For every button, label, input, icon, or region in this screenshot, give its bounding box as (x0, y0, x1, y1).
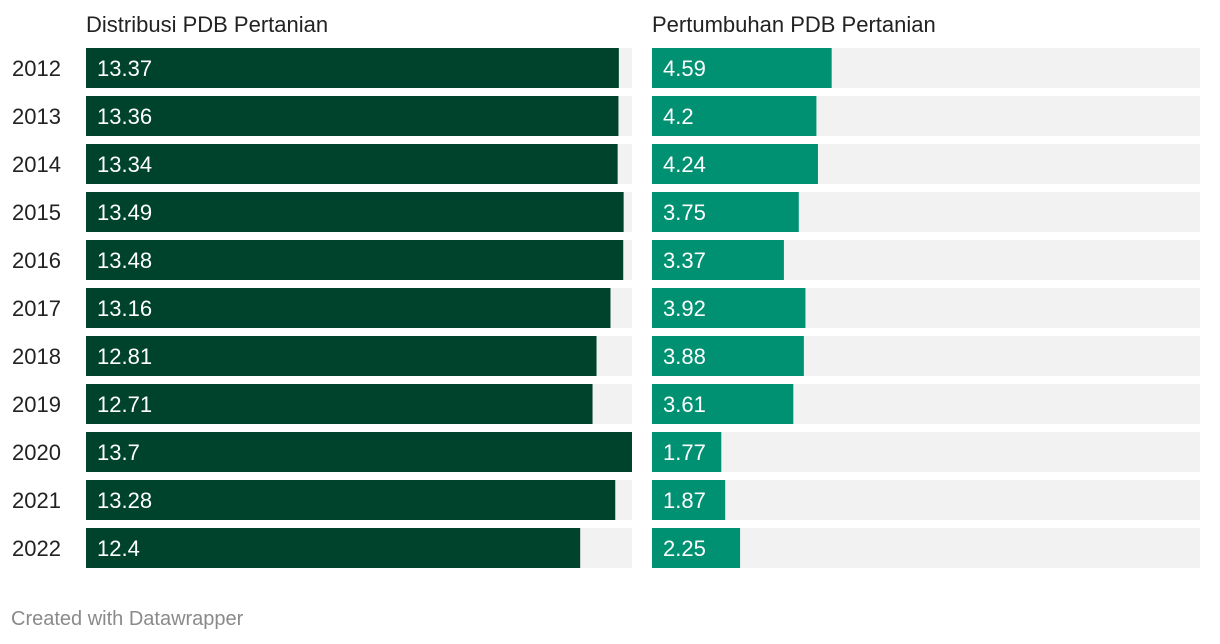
bar (652, 240, 784, 280)
bar (652, 192, 799, 232)
year-label: 2014 (12, 152, 61, 177)
bar (652, 144, 818, 184)
bar-track (652, 480, 1200, 520)
value-label: 3.92 (663, 296, 706, 321)
value-label: 4.2 (663, 104, 694, 129)
chart: Distribusi PDB Pertanian Pertumbuhan PDB … (12, 12, 1200, 568)
value-label: 3.75 (663, 200, 706, 225)
value-label: 13.49 (97, 200, 152, 225)
value-label: 1.87 (663, 488, 706, 513)
value-label: 3.37 (663, 248, 706, 273)
value-label: 4.59 (663, 56, 706, 81)
bar (86, 240, 624, 280)
bar (86, 384, 593, 424)
value-label: 3.88 (663, 344, 706, 369)
value-label: 4.24 (663, 152, 706, 177)
bar (86, 288, 611, 328)
year-label: 2019 (12, 392, 61, 417)
bar (86, 192, 624, 232)
bar (652, 480, 726, 520)
bar (86, 336, 597, 376)
bar (86, 480, 616, 520)
value-label: 13.36 (97, 104, 152, 129)
bar (86, 528, 581, 568)
bar (652, 48, 832, 88)
credit-text: Created with Datawrapper (11, 608, 244, 630)
bar (652, 96, 817, 136)
value-label: 12.81 (97, 344, 152, 369)
bar (86, 432, 632, 472)
value-label: 2.25 (663, 536, 706, 561)
value-label: 1.77 (663, 440, 706, 465)
value-label: 13.37 (97, 56, 152, 81)
year-label: 2016 (12, 248, 61, 273)
bar (86, 48, 619, 88)
year-label: 2022 (12, 536, 61, 561)
bar (86, 96, 619, 136)
bar (86, 144, 618, 184)
bar-track (652, 528, 1200, 568)
value-label: 13.48 (97, 248, 152, 273)
year-label: 2012 (12, 56, 61, 81)
year-label: 2018 (12, 344, 61, 369)
value-label: 3.61 (663, 392, 706, 417)
year-label: 2013 (12, 104, 61, 129)
bar-track (652, 432, 1200, 472)
column-title: Pertumbuhan PDB Pertanian (652, 12, 936, 37)
year-label: 2015 (12, 200, 61, 225)
bar (652, 384, 794, 424)
year-label: 2021 (12, 488, 61, 513)
bar (652, 288, 806, 328)
value-label: 13.16 (97, 296, 152, 321)
column-title: Distribusi PDB Pertanian (86, 12, 328, 37)
value-label: 12.71 (97, 392, 152, 417)
value-label: 12.4 (97, 536, 140, 561)
year-label: 2020 (12, 440, 61, 465)
bar (652, 432, 722, 472)
value-label: 13.34 (97, 152, 152, 177)
year-label: 2017 (12, 296, 61, 321)
bar (652, 528, 741, 568)
value-label: 13.28 (97, 488, 152, 513)
bar (652, 336, 804, 376)
value-label: 13.7 (97, 440, 140, 465)
